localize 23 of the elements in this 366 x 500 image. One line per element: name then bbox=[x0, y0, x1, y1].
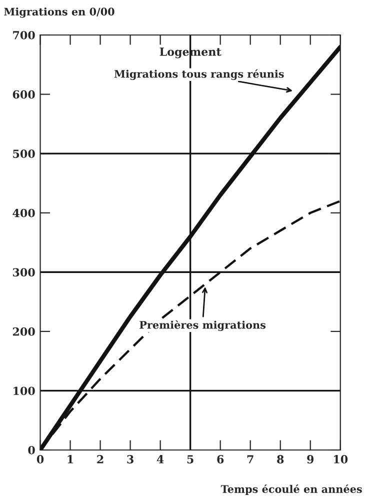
y-tick-label: 500 bbox=[13, 150, 35, 158]
x-tick-label: 3 bbox=[127, 455, 134, 464]
annotation: Premières migrations bbox=[140, 320, 266, 331]
x-tick-label: 9 bbox=[307, 455, 314, 464]
y-tick-label: 200 bbox=[12, 327, 35, 336]
x-tick-label: 5 bbox=[187, 455, 194, 464]
y-tick-label: 0 bbox=[28, 446, 35, 454]
x-tick-label: 0 bbox=[36, 455, 44, 464]
x-tick-label: 10 bbox=[334, 455, 348, 464]
x-tick-label: 8 bbox=[277, 455, 284, 464]
x-tick-label: 2 bbox=[97, 455, 104, 464]
y-axis-title: Migrations en 0/00 bbox=[4, 8, 114, 18]
y-tick-label: 600 bbox=[12, 90, 35, 99]
y-tick-label: 400 bbox=[12, 208, 35, 218]
x-tick-label: 7 bbox=[247, 455, 254, 464]
y-tick-label: 300 bbox=[12, 268, 35, 277]
annotation: Migrations tous rangs réunis bbox=[114, 69, 284, 80]
x-axis-title: Temps écoulé en années bbox=[220, 484, 362, 495]
y-tick-label: 100 bbox=[14, 386, 35, 396]
x-tick-label: 4 bbox=[156, 455, 164, 464]
y-tick-label: 700 bbox=[13, 30, 35, 40]
x-tick-label: 6 bbox=[217, 455, 224, 464]
x-tick-label: 1 bbox=[68, 455, 74, 464]
